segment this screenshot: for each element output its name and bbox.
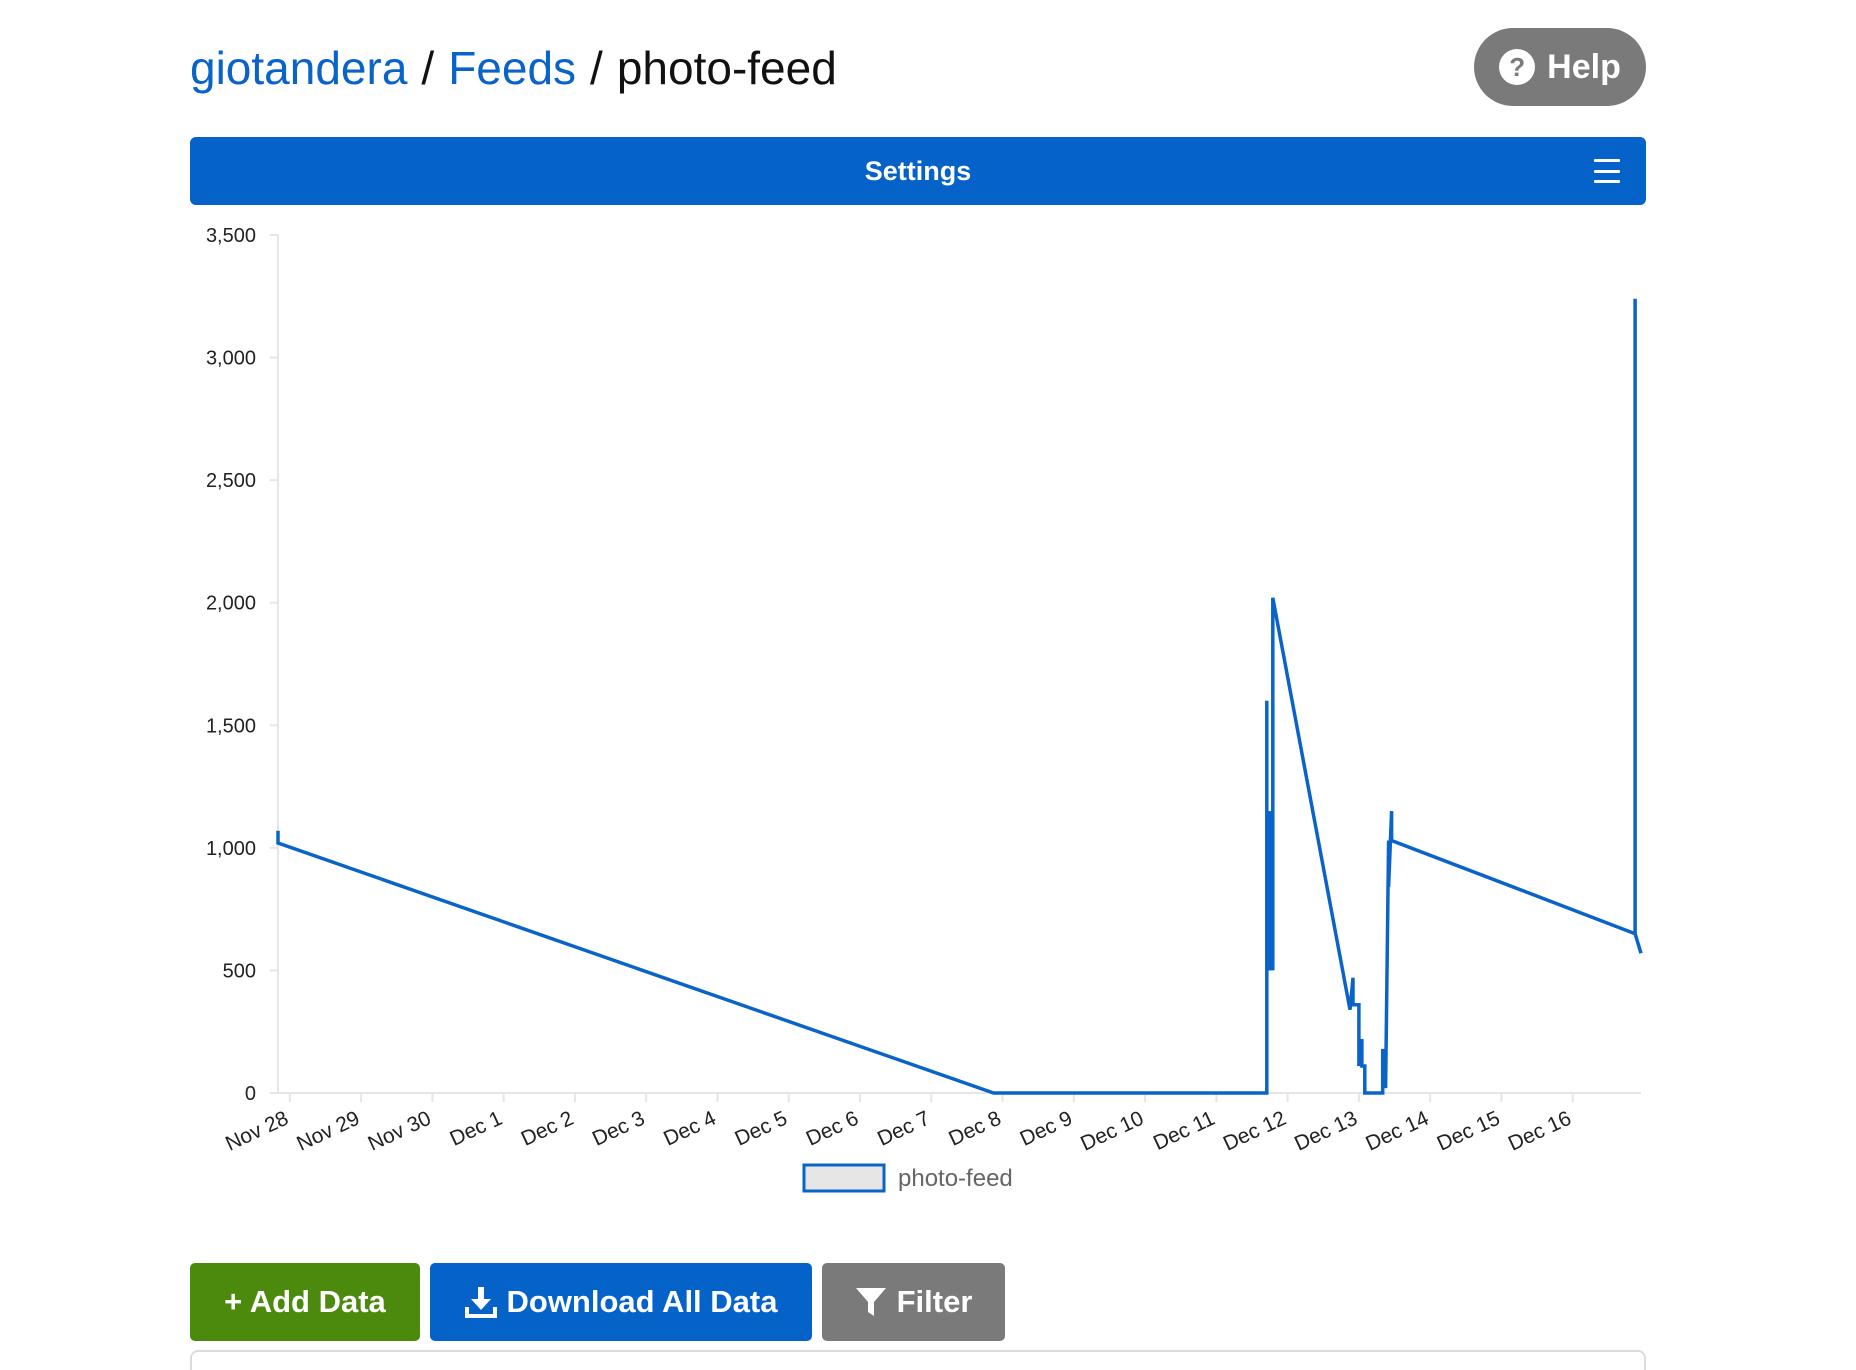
feed-chart-svg: 0 500 1,000 1,500 2,000 2,500 3,000 3,500 Nov 28… bbox=[206, 225, 1643, 1193]
help-button-label: Help bbox=[1547, 47, 1621, 86]
settings-bar-label: Settings bbox=[864, 155, 972, 186]
page-title: photo-feed bbox=[616, 42, 837, 94]
y-tick-label: 500 bbox=[223, 960, 256, 982]
download-icon bbox=[464, 1285, 497, 1319]
x-tick-label: Dec 4 bbox=[660, 1107, 720, 1151]
x-tick-label: Dec 10 bbox=[1077, 1107, 1147, 1156]
breadcrumb-user-link[interactable]: giotandera bbox=[190, 42, 408, 94]
add-data-button-label: + Add Data bbox=[224, 1284, 386, 1319]
action-bar: + Add Data Download All Data Filter bbox=[190, 1263, 1005, 1341]
hamburger-menu-icon[interactable] bbox=[1594, 159, 1620, 183]
settings-bar[interactable]: Settings bbox=[190, 137, 1646, 205]
download-all-data-button-label: Download All Data bbox=[506, 1284, 778, 1319]
add-data-button[interactable]: + Add Data bbox=[190, 1263, 420, 1341]
x-tick-label: Nov 28 bbox=[222, 1107, 292, 1156]
help-button[interactable]: ? Help bbox=[1474, 28, 1646, 106]
download-all-data-button[interactable]: Download All Data bbox=[430, 1263, 812, 1341]
x-tick-label: Dec 15 bbox=[1434, 1107, 1504, 1156]
breadcrumb-feeds-link[interactable]: Feeds bbox=[448, 42, 577, 94]
filter-button-label: Filter bbox=[896, 1284, 973, 1319]
y-tick-label: 1,500 bbox=[206, 715, 256, 737]
x-tick-label: Dec 11 bbox=[1150, 1107, 1219, 1155]
x-tick-label: Dec 7 bbox=[874, 1107, 933, 1151]
x-tick-label: Nov 30 bbox=[364, 1107, 434, 1156]
x-tick-label: Dec 13 bbox=[1291, 1107, 1361, 1156]
question-circle-icon: ? bbox=[1499, 49, 1536, 85]
x-tick-label: Nov 29 bbox=[293, 1107, 363, 1156]
y-tick-label: 2,000 bbox=[206, 593, 256, 615]
x-tick-label: Dec 5 bbox=[731, 1107, 790, 1151]
legend-swatch bbox=[802, 1163, 886, 1193]
y-tick-label: 3,000 bbox=[206, 348, 256, 370]
x-tick-label: Dec 3 bbox=[589, 1107, 648, 1151]
feed-page: giotandera / Feeds / photo-feed ? Help Setti… bbox=[190, 0, 1646, 1370]
x-tick-label: Dec 12 bbox=[1220, 1107, 1290, 1156]
feed-chart: 0 500 1,000 1,500 2,000 2,500 3,000 3,500 Nov 28… bbox=[190, 215, 1646, 1215]
y-tick-label: 1,000 bbox=[206, 838, 256, 860]
x-tick-label: Dec 6 bbox=[803, 1107, 862, 1151]
legend-label: photo-feed bbox=[898, 1165, 1013, 1192]
y-tick-label: 0 bbox=[245, 1083, 256, 1105]
breadcrumb: giotandera / Feeds / photo-feed bbox=[190, 38, 837, 98]
x-tick-label: Dec 14 bbox=[1362, 1107, 1432, 1156]
data-table-card bbox=[190, 1350, 1646, 1370]
filter-button[interactable]: Filter bbox=[822, 1263, 1005, 1341]
y-tick-label: 2,500 bbox=[206, 470, 256, 492]
breadcrumb-separator: / bbox=[421, 42, 435, 94]
x-tick-label: Dec 2 bbox=[518, 1107, 577, 1151]
x-tick-label: Dec 9 bbox=[1016, 1107, 1075, 1151]
series-line-photo-feed bbox=[276, 298, 1643, 1095]
x-tick-label: Dec 8 bbox=[945, 1107, 1004, 1151]
y-tick-label: 3,500 bbox=[206, 225, 256, 247]
x-tick-label: Dec 16 bbox=[1505, 1107, 1575, 1156]
breadcrumb-separator: / bbox=[590, 42, 603, 94]
x-tick-label: Dec 1 bbox=[446, 1107, 505, 1151]
filter-icon bbox=[855, 1286, 887, 1318]
